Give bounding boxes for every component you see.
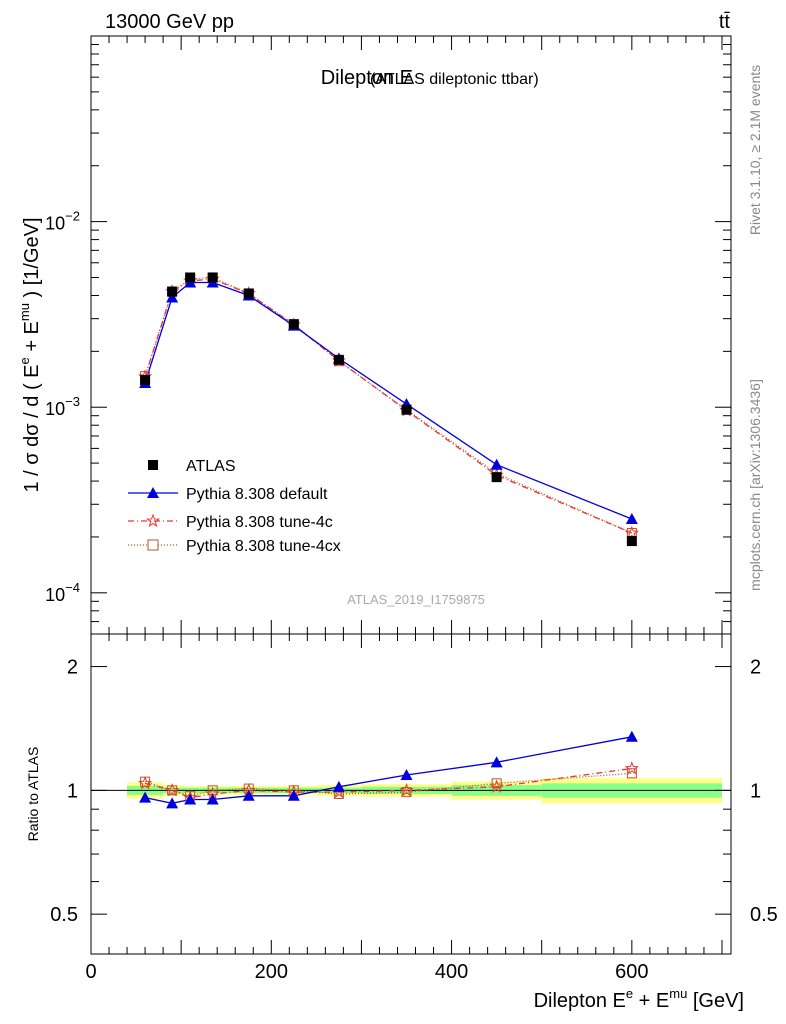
xlabel-sup-e: e [626,986,633,1001]
ratio-y-tick-label-right: 0.5 [750,904,778,926]
y-tick-label: 10−2 [45,209,80,234]
ratio-point-default [139,791,152,803]
main-point-default [166,291,179,303]
main-point-atlas [185,272,196,283]
xlabel-sup-mu: mu [669,986,687,1001]
y-tick-base: 10 [45,399,65,419]
legend: ATLAS Pythia 8.308 default Pythia 8.308 … [128,458,341,555]
ratio-point-tune4cx [491,778,502,789]
ratio-y-tick-label-right: 2 [750,657,761,679]
ratio-point-default [287,789,300,801]
ratio-point-default [166,797,179,809]
ratio-line-tune4cx [144,772,632,797]
main-point-atlas [626,536,637,547]
ratio-point-tune4c [138,776,153,790]
ylabel-part-c: ) [1/GeV] [21,217,43,303]
y-tick-exponent: −3 [65,394,80,409]
main-point-atlas [207,272,218,283]
y-tick-label: 10−3 [45,394,80,419]
x-tick-label: 400 [435,961,468,983]
ratio-point-default [184,793,197,805]
ratio-point-tune4c [165,782,180,797]
analysis-watermark: ATLAS_2019_I1759875 [347,592,485,607]
ratio-frame [90,633,732,955]
main-point-atlas [288,319,299,330]
main-panel: 10−210−310−4 Dilepton E (ATLAS dileptoni… [17,35,732,635]
xlabel-part-b: + E [633,990,669,1012]
ratio-y-tick-label-right: 1 [750,780,761,802]
legend-item-atlas: ATLAS [148,458,236,475]
legend-marker-atlas [148,460,158,470]
main-line-tune4c [144,278,633,534]
main-point-atlas [491,472,502,483]
legend-label-tune4cx: Pythia 8.308 tune-4cx [186,538,341,555]
xlabel-part-c: [GeV] [687,990,744,1012]
y-tick-base: 10 [45,214,65,234]
mcplots-side-label: mcplots.cern.ch [arXiv:1306.3436] [747,379,763,591]
legend-item-default: Pythia 8.308 default [128,486,328,503]
y-tick-exponent: −2 [65,209,80,224]
y-tick-label: 10−4 [45,580,80,605]
ratio-point-default [206,793,219,805]
ratio-point-default [332,780,345,792]
x-axis-label: Dilepton Ee + Emu [GeV] [534,986,744,1012]
ratio-point-tune4c [489,779,504,793]
legend-item-tune4c: Pythia 8.308 tune-4c [128,513,333,531]
main-point-atlas [140,375,151,386]
ratio-point-tune4c [399,783,414,797]
x-tick-label: 200 [255,961,288,983]
main-point-default [625,512,638,524]
ylabel-sup-mu: mu [17,303,32,321]
main-line-default [144,281,633,520]
ratio-point-default [625,730,638,742]
ratio-y-tick-label-left: 1 [67,780,78,802]
plot-subtitle: (ATLAS dileptonic ttbar) [370,71,539,88]
legend-marker-default [147,487,159,498]
main-point-atlas [333,354,344,365]
legend-label-tune4c: Pythia 8.308 tune-4c [186,514,333,531]
ratio-line-default [144,736,632,804]
ratio-plot-marks [138,730,639,809]
ratio-y-tick-label-left: 0.5 [50,904,78,926]
ratio-point-default [242,789,255,801]
main-axis-ticks: 10−210−310−4 [45,35,731,635]
main-point-tune4c [624,525,639,540]
legend-marker-tune4cx [147,539,159,551]
ratio-point-default [400,768,413,780]
main-point-atlas [243,288,254,299]
main-plot-marks [138,271,639,547]
ratio-y-axis-label: Ratio to ATLAS [25,747,41,842]
y-tick-base: 10 [45,585,65,605]
ratio-point-tune4cx [626,768,637,779]
ratio-point-tune4cx [401,787,412,798]
ratio-point-tune4c [624,761,639,775]
legend-marker-tune4c [145,513,161,528]
ylabel-sup-e: e [17,357,32,364]
main-point-default [490,458,503,470]
legend-label-atlas: ATLAS [186,458,236,475]
ylabel-part-b: + E [21,321,43,357]
ratio-point-default [490,756,503,768]
x-tick-label: 600 [615,961,648,983]
plot-title: Dilepton E [321,67,413,89]
rivet-side-label: Rivet 3.1.10, ≥ 2.1M events [747,65,763,235]
x-tick-label: 0 [85,961,96,983]
ratio-panel: 0 200 400 600 0.5 0.5 1 1 2 2 Ratio to ATLAS Dile… [25,633,778,1012]
main-y-axis-label: 1 / σ dσ / d ( Ee + Emu ) [1/GeV] [17,217,43,492]
main-point-atlas [401,404,412,415]
ratio-y-tick-label-left: 2 [67,657,78,679]
main-line-tune4cx [144,276,633,534]
process-label: tt̄ [719,11,731,33]
main-point-atlas [167,286,178,297]
legend-label-default: Pythia 8.308 default [186,486,328,503]
xlabel-part-a: Dilepton E [534,990,626,1012]
legend-item-tune4cx: Pythia 8.308 tune-4cx [128,538,341,555]
energy-label: 13000 GeV pp [105,11,234,33]
ratio-axis-ticks: 0 200 400 600 0.5 0.5 1 1 2 2 [50,634,778,983]
ylabel-part-a: 1 / σ dσ / d ( E [21,364,43,492]
y-tick-exponent: −4 [65,580,80,595]
